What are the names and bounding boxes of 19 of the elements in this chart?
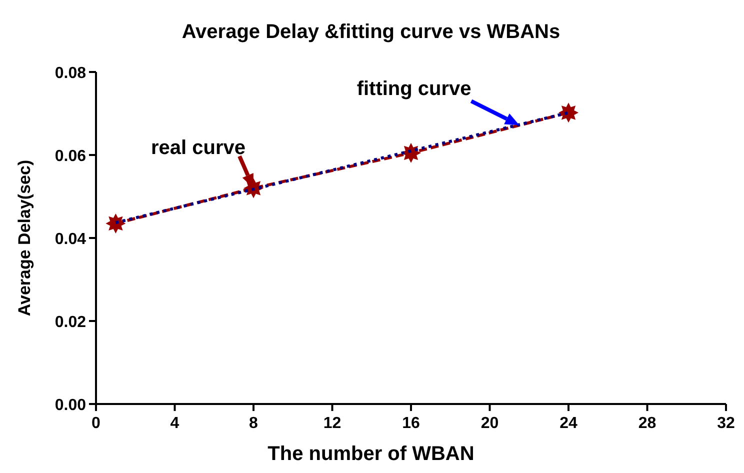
annotation: real curve <box>150 137 246 160</box>
x-tick-label: 28 <box>638 415 656 432</box>
x-tick-label: 12 <box>323 415 342 432</box>
y-axis-title: Average Delay(sec) <box>15 160 34 316</box>
y-tick-label: 0.02 <box>54 314 86 331</box>
annotation: fitting curve <box>356 78 472 100</box>
x-tick-label: 8 <box>249 415 258 432</box>
y-tick-label: 0.06 <box>54 148 86 165</box>
x-tick-label: 24 <box>560 415 578 432</box>
chart-title: Average Delay &fitting curve vs WBANs <box>182 21 560 43</box>
x-tick-label: 16 <box>402 415 420 432</box>
y-tick-label: 0.08 <box>54 65 86 82</box>
y-tick-label: 0.04 <box>54 231 86 248</box>
x-tick-label: 20 <box>480 415 499 432</box>
x-tick-label: 4 <box>170 415 180 432</box>
x-tick-label: 32 <box>717 415 735 432</box>
y-tick-label: 0.00 <box>54 397 86 414</box>
x-tick-label: 0 <box>92 415 101 432</box>
x-axis-title: The number of WBAN <box>268 443 474 465</box>
